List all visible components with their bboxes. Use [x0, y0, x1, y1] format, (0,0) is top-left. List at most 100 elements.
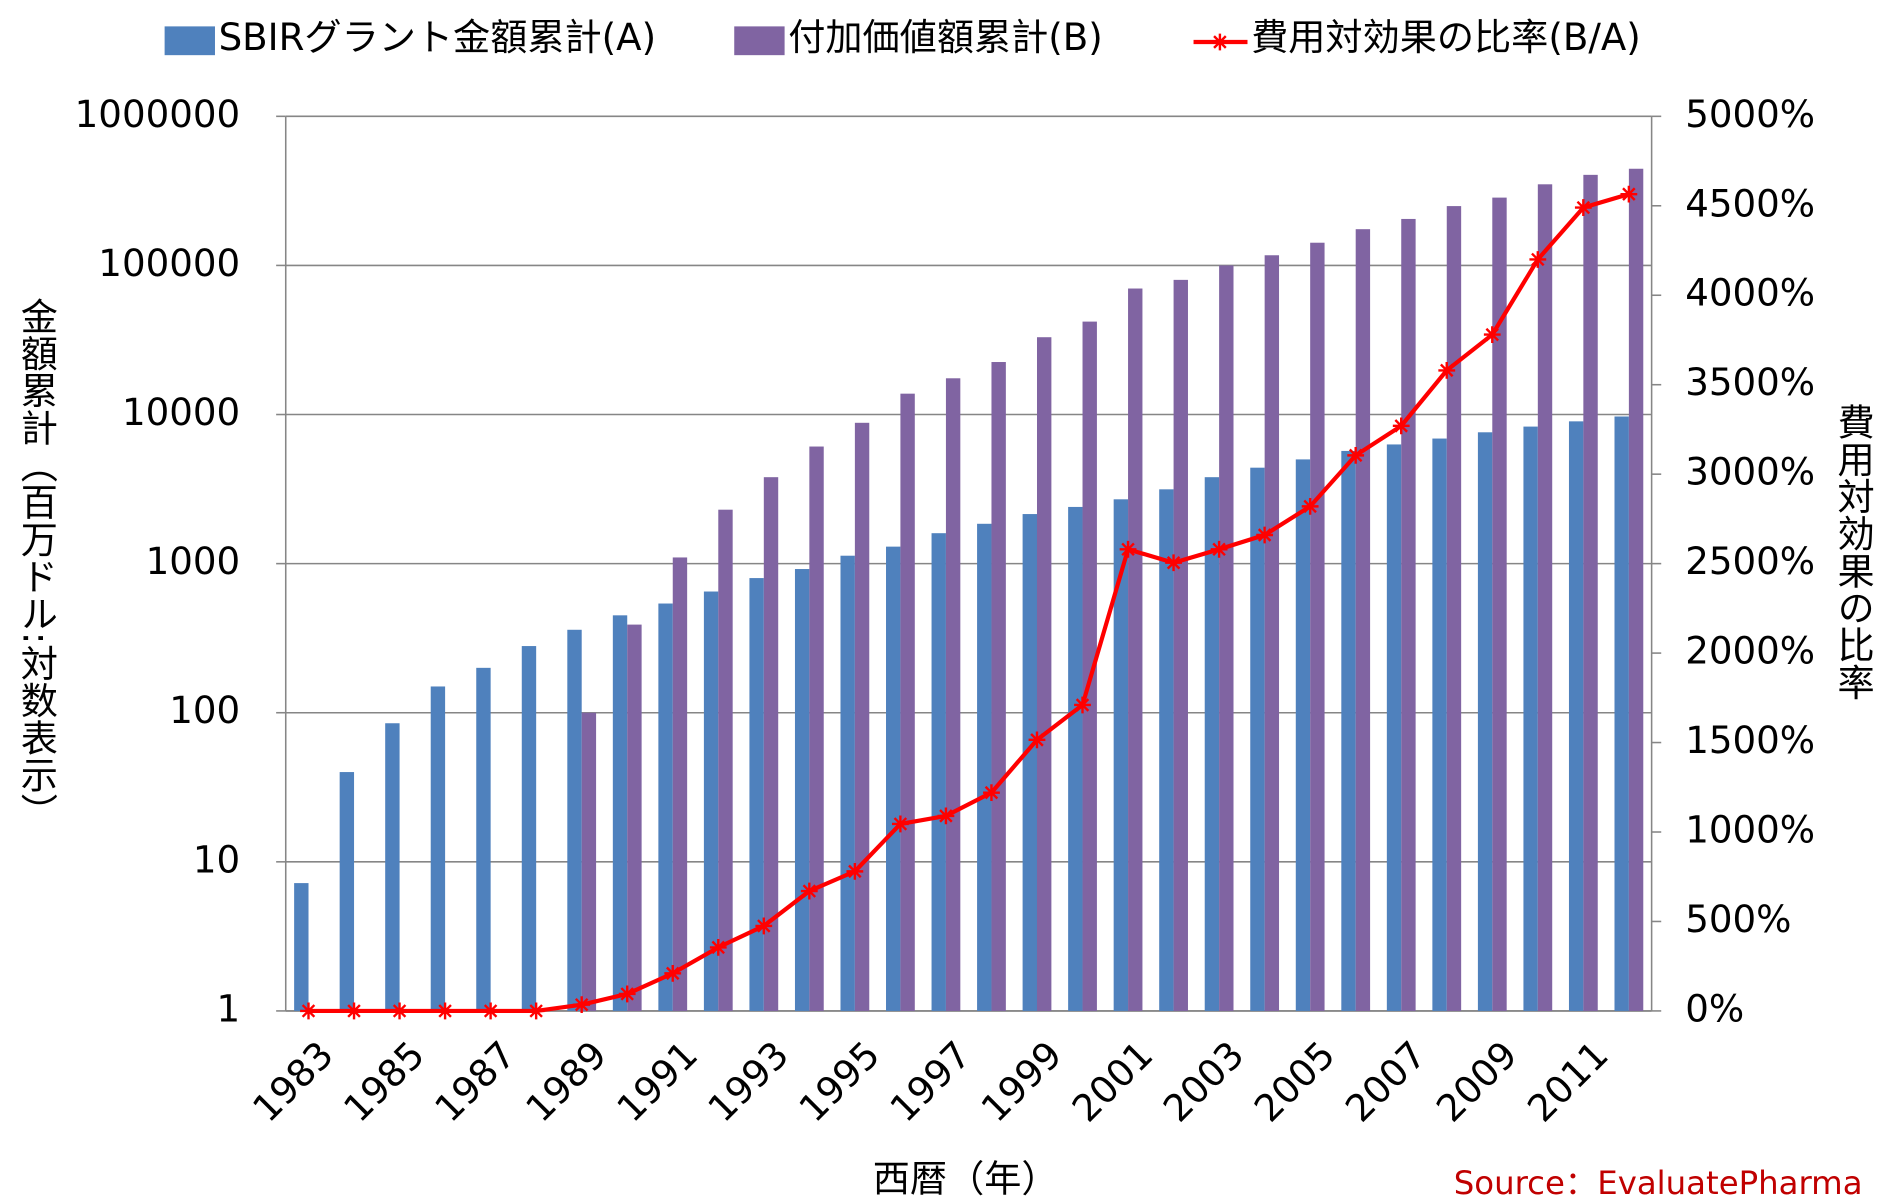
y2-axis-label: 費用対効果の比率	[1831, 403, 1875, 700]
bar	[672, 557, 688, 1011]
bar	[749, 578, 764, 1011]
marker	[1438, 361, 1456, 379]
marker	[1210, 540, 1228, 558]
y-tick-label: 1000	[146, 539, 241, 583]
marker	[937, 807, 955, 825]
marker	[1301, 497, 1319, 515]
legend-swatch	[164, 26, 215, 56]
legend-swatch	[734, 26, 785, 56]
y2-tick-label: 3000%	[1685, 450, 1815, 494]
x-tick-label: 1995	[790, 1032, 888, 1130]
marker	[1620, 185, 1638, 203]
x-tick-label: 1991	[608, 1032, 706, 1130]
marker	[573, 996, 591, 1014]
marker	[436, 1002, 454, 1020]
bar	[991, 362, 1006, 1011]
bar	[1386, 444, 1402, 1011]
bar	[385, 723, 400, 1011]
marker	[891, 815, 909, 833]
y2-tick-label: 2500%	[1685, 539, 1815, 583]
marker	[1256, 526, 1274, 544]
marker	[300, 1002, 317, 1020]
marker	[1347, 446, 1365, 464]
marker	[846, 862, 864, 880]
bar	[612, 615, 628, 1011]
y2-tick-label: 1000%	[1685, 808, 1815, 852]
x-tick-label: 1993	[699, 1032, 797, 1130]
marker	[391, 1002, 408, 1020]
bar	[1401, 218, 1416, 1011]
bar	[840, 555, 855, 1011]
y-tick-label: 10	[193, 837, 240, 881]
bar	[1082, 321, 1097, 1011]
bar	[1068, 506, 1083, 1011]
bar	[1341, 450, 1356, 1011]
bar	[294, 883, 309, 1011]
x-axis-label: 西暦（年）	[873, 1157, 1059, 1201]
marker	[345, 1002, 363, 1020]
y2-tick-label: 2000%	[1685, 629, 1815, 673]
marker	[1392, 417, 1410, 435]
bar	[1568, 421, 1584, 1011]
marker	[527, 1002, 545, 1020]
y-tick-label: 100	[169, 688, 240, 732]
bar	[521, 646, 537, 1011]
bar	[1628, 168, 1644, 1011]
bar	[809, 446, 824, 1011]
bar	[339, 772, 355, 1011]
marker	[664, 964, 682, 982]
bar	[1614, 416, 1629, 1011]
bar	[1022, 514, 1037, 1011]
y-tick-label: 10000	[122, 390, 240, 434]
bar	[1264, 255, 1280, 1011]
bar	[1036, 337, 1052, 1011]
marker	[1074, 696, 1091, 714]
x-tick-label: 1985	[335, 1032, 433, 1130]
marker	[800, 882, 818, 900]
bar	[1310, 242, 1325, 1011]
x-tick-label: 1987	[426, 1032, 524, 1130]
marker	[1028, 731, 1046, 749]
legend-label: 費用対効果の比率(B/A)	[1251, 15, 1641, 59]
bar	[718, 509, 733, 1011]
bar	[1523, 426, 1538, 1011]
bar	[1250, 467, 1265, 1011]
marker	[1483, 326, 1501, 344]
legend-marker	[1211, 33, 1229, 51]
marker	[755, 917, 773, 935]
y2-tick-label: 5000%	[1685, 92, 1815, 136]
bar	[581, 712, 597, 1011]
y2-tick-label: 1500%	[1685, 718, 1815, 762]
y2-tick-label: 500%	[1685, 897, 1791, 941]
marker	[1119, 540, 1137, 558]
legend-label: 付加価値額累計(B)	[788, 15, 1103, 59]
y-axis-label: 金額累計（百万ドル:対数表示）	[14, 297, 58, 830]
bar	[1219, 265, 1234, 1011]
source: Source：EvaluatePharma	[1454, 1164, 1863, 1202]
bar	[900, 393, 915, 1011]
bar	[1477, 432, 1493, 1011]
marker	[1529, 251, 1547, 268]
marker	[482, 1002, 500, 1020]
bar	[1355, 229, 1371, 1011]
bar	[627, 624, 642, 1011]
marker	[1574, 199, 1592, 216]
legend-label: SBIRグラント金額累計(A)	[219, 15, 657, 59]
x-tick-label: 1997	[881, 1032, 979, 1130]
bar	[1113, 499, 1129, 1011]
bar	[886, 546, 901, 1011]
bar	[763, 477, 779, 1011]
bar	[1492, 197, 1507, 1011]
bar	[658, 603, 673, 1011]
y2-tick-label: 3500%	[1685, 360, 1815, 404]
x-tick-label: 2001	[1063, 1032, 1161, 1130]
marker	[983, 784, 1000, 802]
x-tick-label: 1999	[972, 1032, 1070, 1130]
bar	[1295, 459, 1311, 1011]
y-tick-label: 1	[217, 986, 241, 1030]
x-tick-label: 2007	[1337, 1032, 1435, 1130]
marker	[709, 939, 727, 956]
x-tick-label: 2009	[1428, 1032, 1526, 1130]
